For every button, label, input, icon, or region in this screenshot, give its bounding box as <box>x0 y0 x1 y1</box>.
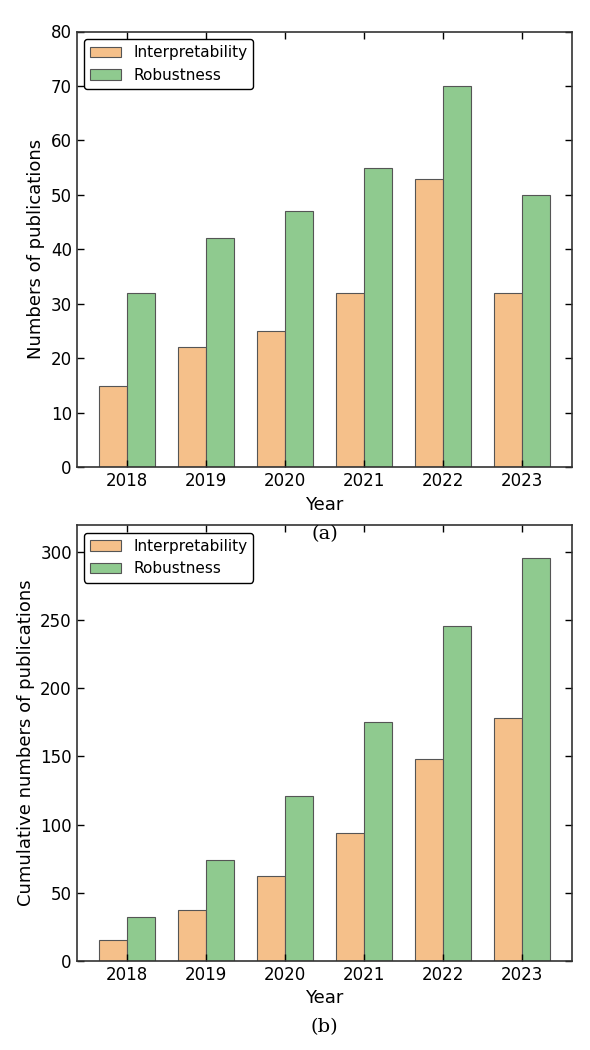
Y-axis label: Numbers of publications: Numbers of publications <box>27 140 45 359</box>
Bar <box>178 348 206 467</box>
Bar <box>443 86 471 467</box>
Text: (b): (b) <box>311 1018 338 1036</box>
Bar <box>494 718 522 961</box>
Bar <box>127 918 155 961</box>
Bar <box>522 558 550 961</box>
Bar <box>522 195 550 467</box>
Bar <box>99 385 127 467</box>
Bar <box>364 722 392 961</box>
Bar <box>285 211 313 467</box>
Bar <box>494 293 522 467</box>
Bar <box>285 796 313 961</box>
Bar <box>99 941 127 961</box>
X-axis label: Year: Year <box>305 496 344 513</box>
Bar <box>206 860 234 961</box>
Legend: Interpretability, Robustness: Interpretability, Robustness <box>84 532 254 583</box>
X-axis label: Year: Year <box>305 989 344 1007</box>
Bar <box>415 759 443 961</box>
Bar <box>257 877 285 961</box>
Text: (a): (a) <box>311 525 338 543</box>
Bar <box>178 910 206 961</box>
Bar <box>206 238 234 467</box>
Legend: Interpretability, Robustness: Interpretability, Robustness <box>84 39 254 89</box>
Bar <box>443 626 471 961</box>
Bar <box>336 293 364 467</box>
Bar <box>415 178 443 467</box>
Bar <box>257 331 285 467</box>
Bar <box>364 168 392 467</box>
Y-axis label: Cumulative numbers of publications: Cumulative numbers of publications <box>17 580 35 906</box>
Bar <box>127 293 155 467</box>
Bar <box>336 833 364 961</box>
